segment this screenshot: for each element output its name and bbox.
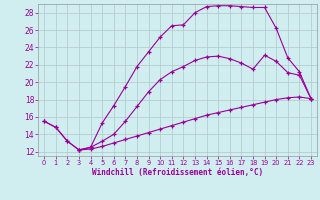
X-axis label: Windchill (Refroidissement éolien,°C): Windchill (Refroidissement éolien,°C) [92,168,263,177]
